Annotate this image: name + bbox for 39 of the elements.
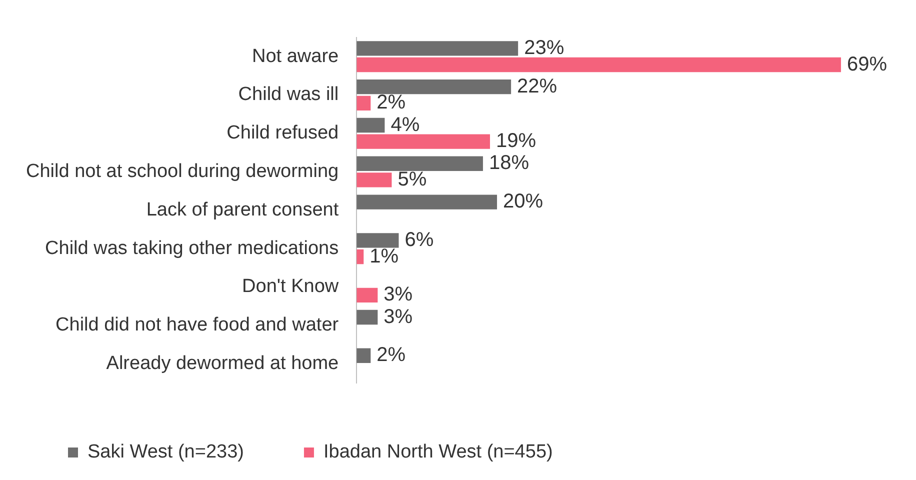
- data-label: 3%: [384, 284, 413, 306]
- data-label: 20%: [503, 190, 544, 213]
- y-tick-label: Don't Know: [242, 276, 339, 298]
- bar: [356, 249, 364, 264]
- bar: [356, 134, 490, 149]
- bar: [356, 348, 371, 363]
- bar: [356, 194, 498, 210]
- data-label: 4%: [390, 114, 420, 136]
- bar: [356, 57, 841, 72]
- bar: [356, 96, 371, 111]
- bar: [356, 288, 378, 303]
- data-label: 2%: [376, 92, 406, 114]
- bar: [356, 41, 518, 56]
- bar: [356, 310, 378, 325]
- data-label: 3%: [384, 306, 413, 328]
- bar: [356, 79, 512, 94]
- y-tick-label: Lack of parent consent: [146, 199, 340, 220]
- data-label: 18%: [488, 152, 530, 174]
- y-tick-label: Not aware: [252, 46, 339, 67]
- data-label: 6%: [404, 228, 434, 251]
- legend-label: Saki West (n=233): [88, 442, 244, 463]
- data-label: 1%: [370, 245, 399, 268]
- y-tick-label: Child refused: [226, 122, 339, 144]
- y-tick-label: Child was taking other medications: [45, 238, 339, 259]
- y-tick-label: Child was ill: [238, 84, 339, 106]
- y-tick-label: Child did not have food and water: [56, 314, 340, 336]
- bar: [356, 233, 399, 248]
- bar: [356, 156, 483, 171]
- y-tick-label: Already dewormed at home: [106, 353, 339, 374]
- data-label: 2%: [376, 344, 406, 366]
- data-label: 69%: [846, 53, 888, 76]
- data-label: 23%: [524, 36, 564, 59]
- data-label: 22%: [517, 75, 558, 98]
- bar: [356, 118, 385, 133]
- y-tick-label: Child not at school during deworming: [26, 161, 339, 182]
- data-label: 19%: [496, 130, 536, 152]
- bar: [356, 172, 392, 188]
- data-label: 5%: [398, 168, 427, 190]
- legend-label: Ibadan North West (n=455): [323, 442, 553, 463]
